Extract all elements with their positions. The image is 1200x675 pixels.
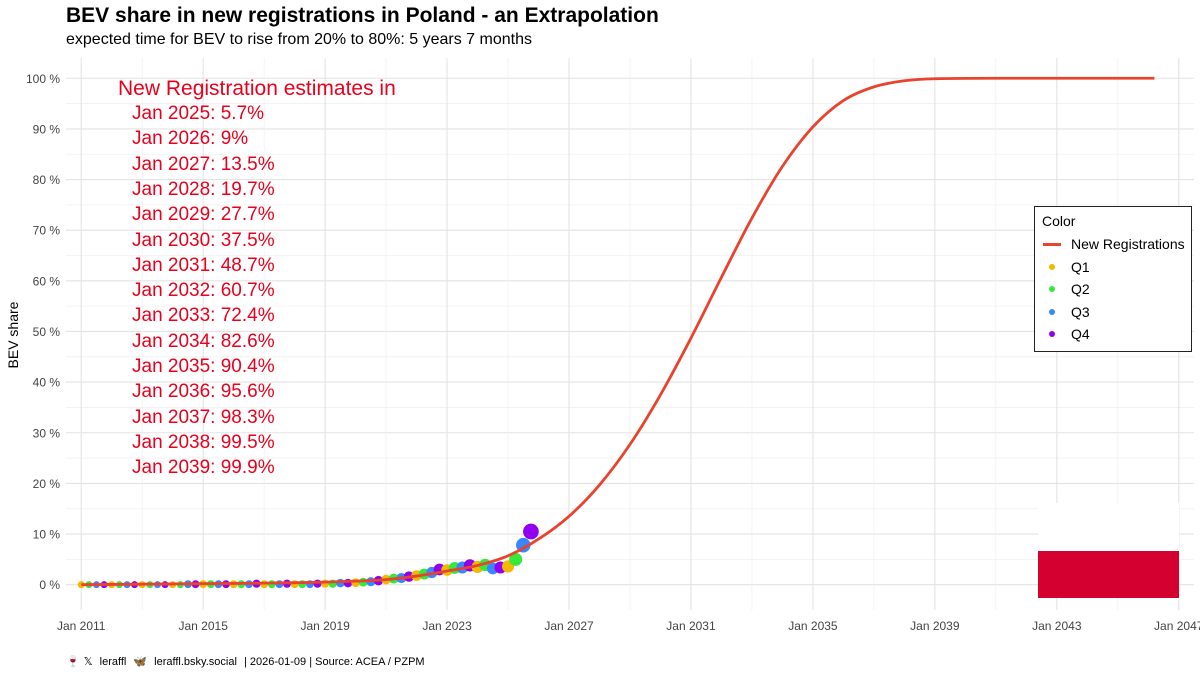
- caption-handle-bsky: leraffl.bsky.social: [154, 656, 237, 668]
- annotation-line: Jan 2027: 13.5%: [132, 153, 275, 175]
- x-logo-icon: 𝕏: [83, 656, 93, 668]
- grid-lines: [66, 58, 1194, 610]
- x-tick-label: Jan 2023: [422, 619, 472, 633]
- butterfly-icon: 🦋: [133, 656, 148, 668]
- series-line-new-registrations: [81, 76, 1155, 587]
- caption: 🍷 𝕏 leraffl 🦋 leraffl.bsky.social | 2026-…: [66, 655, 429, 668]
- legend-dot-key: [1042, 302, 1062, 322]
- y-tick-label: 60 %: [33, 274, 61, 288]
- annotation-line: Jan 2026: 9%: [132, 128, 249, 150]
- y-tick-label: 100 %: [26, 72, 60, 86]
- caption-handle-x: leraffl: [99, 656, 127, 668]
- poland-flag: [1038, 503, 1179, 598]
- annotation-line: Jan 2036: 95.6%: [132, 381, 275, 403]
- x-tick-label: Jan 2039: [910, 619, 960, 633]
- chart-subtitle: expected time for BEV to rise from 20% t…: [66, 31, 532, 48]
- legend-label: Q2: [1071, 281, 1090, 297]
- legend-entry: Q4: [1042, 324, 1090, 344]
- caption-meta: | 2026-01-09 | Source: ACEA / PZPM: [243, 656, 425, 668]
- legend-line-key: [1042, 234, 1062, 254]
- y-axis-ticks: 0 % 10 % 20 % 30 % 40 % 50 % 60 % 70 % 80 % 90 % 1…: [26, 72, 60, 592]
- y-tick-label: 50 %: [33, 325, 61, 339]
- y-tick-label: 30 %: [33, 426, 61, 440]
- x-tick-label: Jan 2047: [1154, 619, 1200, 633]
- y-tick-label: 90 %: [33, 122, 61, 136]
- legend-label: Q1: [1071, 258, 1090, 275]
- legend-label: Q4: [1071, 326, 1090, 342]
- flag-red-band: [1038, 551, 1179, 598]
- annotation-header: New Registration estimates in: [118, 77, 396, 100]
- x-tick-label: Jan 2011: [57, 619, 106, 633]
- annotation-line: Jan 2029: 27.7%: [132, 204, 275, 226]
- x-tick-label: Jan 2019: [300, 619, 350, 633]
- y-tick-label: 40 %: [33, 376, 61, 390]
- annotation-line: Jan 2039: 99.9%: [132, 457, 275, 479]
- y-tick-label: 80 %: [33, 173, 61, 187]
- legend-title: Color: [1042, 213, 1076, 229]
- annotation-line: Jan 2033: 72.4%: [132, 305, 275, 327]
- data-point: [523, 523, 539, 540]
- legend-label: New Registrations: [1071, 236, 1185, 252]
- data-point: [509, 552, 523, 566]
- legend-dot-key: [1042, 257, 1062, 277]
- y-tick-label: 20 %: [33, 477, 61, 491]
- legend: Color New Registrations Q1 Q2 Q3 Q4: [1034, 206, 1192, 352]
- legend-label: Q3: [1071, 303, 1090, 320]
- legend-dot-key: [1042, 324, 1062, 344]
- legend-entry: Q1: [1042, 257, 1090, 277]
- annotation-line: Jan 2028: 19.7%: [132, 178, 275, 200]
- annotation-line: Jan 2038: 99.5%: [132, 431, 275, 453]
- x-tick-label: Jan 2015: [178, 619, 228, 633]
- x-tick-label: Jan 2043: [1032, 619, 1082, 633]
- y-tick-label: 70 %: [33, 224, 61, 238]
- flag-white-band: [1038, 503, 1179, 551]
- x-tick-label: Jan 2031: [666, 619, 716, 633]
- x-axis-ticks: Jan 2011 Jan 2015 Jan 2019 Jan 2023 Jan 2027…: [57, 619, 1200, 633]
- y-tick-label: 10 %: [33, 528, 61, 542]
- annotation-line: Jan 2025: 5.7%: [132, 103, 265, 124]
- annotation-line: Jan 2032: 60.7%: [132, 280, 275, 302]
- glass-icon: 🍷: [66, 656, 80, 668]
- legend-entry: Q2: [1042, 279, 1090, 299]
- observed-points: [77, 523, 539, 589]
- x-tick-label: Jan 2035: [788, 619, 838, 633]
- annotation-line: Jan 2030: 37.5%: [132, 229, 275, 251]
- annotation-line: Jan 2034: 82.6%: [132, 330, 275, 352]
- legend-entry: Q3: [1042, 302, 1090, 322]
- legend-entry: New Registrations: [1042, 234, 1185, 254]
- y-axis-label: BEV share: [5, 301, 21, 368]
- legend-dot-key: [1042, 279, 1062, 299]
- annotation-line: Jan 2035: 90.4%: [132, 356, 275, 377]
- annotation-line: Jan 2037: 98.3%: [132, 406, 275, 428]
- chart-title: BEV share in new registrations in Poland…: [66, 4, 659, 27]
- annotation-line: Jan 2031: 48.7%: [132, 254, 275, 276]
- x-tick-label: Jan 2027: [544, 619, 594, 633]
- y-tick-label: 0 %: [39, 578, 60, 592]
